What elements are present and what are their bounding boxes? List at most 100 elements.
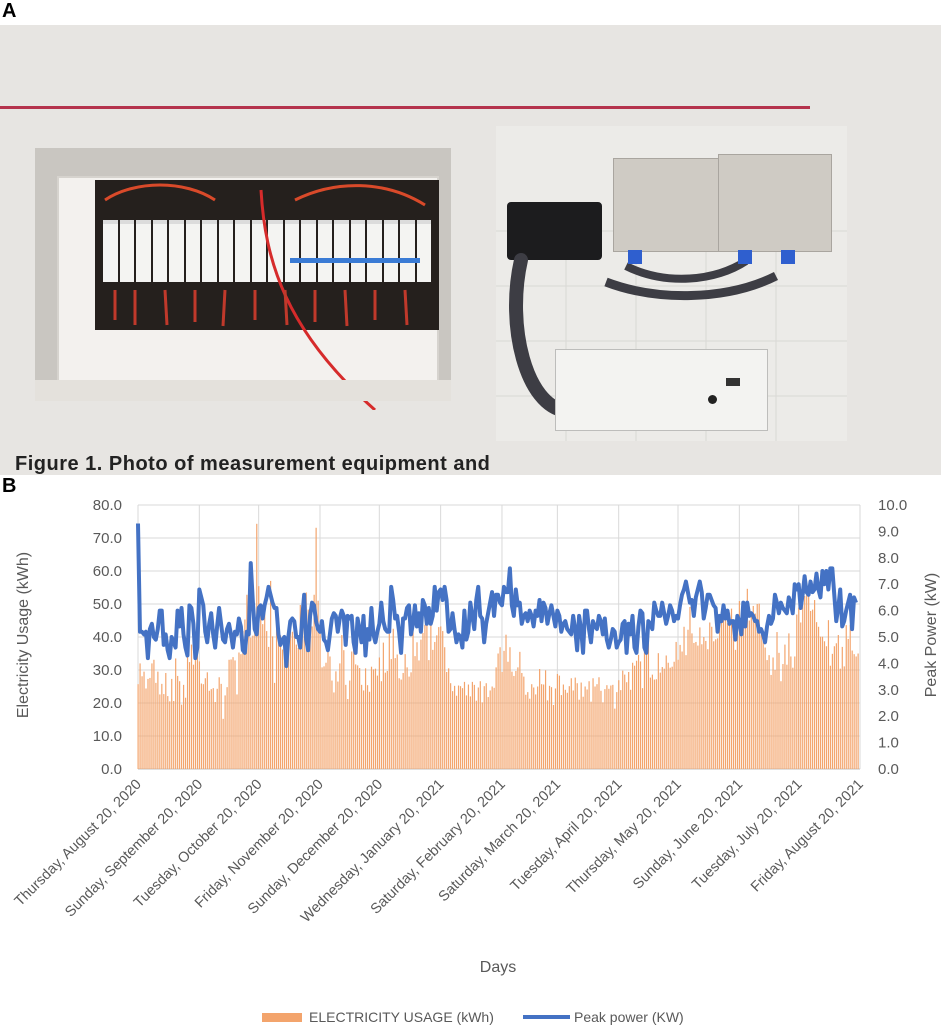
usage-bar — [382, 642, 384, 769]
usage-bar — [473, 684, 475, 769]
usage-bar — [845, 625, 847, 769]
inverter-photo — [496, 126, 847, 441]
usage-bar — [608, 688, 610, 769]
usage-bar — [155, 682, 157, 769]
usage-bar — [366, 685, 369, 769]
left-tick-label: 70.0 — [93, 530, 122, 547]
left-tick-label: 40.0 — [93, 629, 122, 646]
usage-bar — [242, 631, 244, 769]
usage-bar — [760, 634, 762, 769]
usage-bar — [550, 687, 553, 769]
usage-bar — [776, 632, 778, 769]
usage-bar — [582, 696, 584, 769]
panel-lock — [708, 395, 717, 404]
usage-bar — [179, 681, 181, 769]
usage-bar — [275, 614, 278, 769]
usage-bar — [659, 672, 661, 769]
x-axis-title: Days — [480, 959, 516, 976]
usage-bar — [701, 644, 703, 769]
usage-bar — [752, 605, 754, 769]
usage-bar — [665, 655, 667, 769]
usage-bar — [177, 675, 179, 769]
usage-bar — [829, 665, 832, 769]
usage-bar — [657, 653, 659, 769]
usage-bar — [632, 662, 634, 769]
usage-bar — [572, 690, 574, 769]
usage-bar — [794, 656, 796, 769]
usage-bar — [434, 641, 436, 769]
usage-bar — [556, 673, 559, 769]
panel-a-label: A — [2, 0, 17, 22]
usage-bar — [643, 651, 646, 769]
usage-bar — [857, 653, 859, 769]
usage-bar — [622, 670, 624, 769]
usage-bar — [501, 671, 503, 769]
usage-bar — [436, 635, 438, 769]
usage-bar — [699, 627, 701, 769]
right-tick-label: 9.0 — [878, 523, 899, 540]
usage-bar — [331, 680, 333, 769]
usage-bar — [426, 608, 428, 769]
usage-bar — [450, 683, 452, 769]
usage-bar — [289, 630, 291, 769]
usage-bar — [689, 606, 691, 769]
gateway-device — [507, 202, 602, 260]
usage-bar — [630, 689, 632, 769]
usage-bar — [370, 666, 373, 769]
usage-bar — [823, 641, 826, 769]
usage-bar — [364, 668, 367, 769]
usage-bar — [633, 665, 636, 769]
usage-bar — [669, 667, 671, 769]
usage-bar — [165, 672, 167, 769]
usage-bar — [171, 678, 173, 769]
usage-bar — [305, 592, 307, 769]
usage-bar — [420, 639, 422, 769]
usage-bar — [738, 601, 741, 769]
usage-bar — [311, 626, 313, 769]
usage-bar — [226, 687, 228, 769]
distribution-panel — [555, 349, 768, 431]
usage-bar — [618, 680, 620, 769]
usage-bar — [584, 686, 586, 769]
inverter-box-right — [718, 154, 832, 252]
usage-bar — [208, 690, 210, 769]
usage-bar — [756, 604, 758, 769]
usage-bar — [390, 659, 392, 769]
usage-bar — [388, 633, 390, 769]
usage-bar — [815, 622, 818, 769]
usage-bar — [341, 635, 343, 769]
usage-bar — [392, 628, 394, 769]
usage-bar — [649, 677, 652, 769]
right-tick-label: 8.0 — [878, 550, 899, 567]
legend-label-usage: ELECTRICITY USAGE (kWh) — [309, 1009, 494, 1025]
cropped-caption: Figure 1. Photo of measurement equipment… — [15, 455, 491, 475]
breaker-panel-photo — [35, 148, 451, 410]
usage-bar — [711, 626, 713, 769]
usage-bar — [424, 624, 426, 769]
usage-bar — [724, 608, 727, 769]
usage-bar — [774, 670, 776, 769]
usage-bar — [596, 684, 598, 769]
usage-bar — [182, 684, 185, 769]
usage-bar — [513, 675, 515, 769]
usage-bar — [560, 695, 562, 769]
usage-bar — [495, 667, 497, 769]
usage-bar — [272, 636, 274, 769]
usage-bar — [677, 659, 679, 769]
panel-b-label: B — [2, 475, 17, 497]
energy-chart: 0.0 10.0 20.0 30.0 40.0 50.0 60.0 70.0 80.0 0.0 1… — [12, 497, 940, 1025]
usage-bar — [651, 674, 653, 769]
usage-bar — [667, 662, 669, 769]
usage-bar — [234, 660, 236, 769]
usage-bar — [726, 623, 729, 769]
usage-bar — [262, 624, 264, 769]
usage-bar — [477, 687, 479, 769]
usage-bar — [266, 631, 268, 769]
usage-bar — [806, 593, 808, 769]
usage-bar — [554, 688, 557, 769]
usage-bar — [511, 671, 513, 769]
usage-bar — [252, 635, 254, 769]
usage-bar — [254, 619, 256, 769]
usage-bar — [847, 638, 849, 769]
usage-bar — [418, 660, 420, 769]
